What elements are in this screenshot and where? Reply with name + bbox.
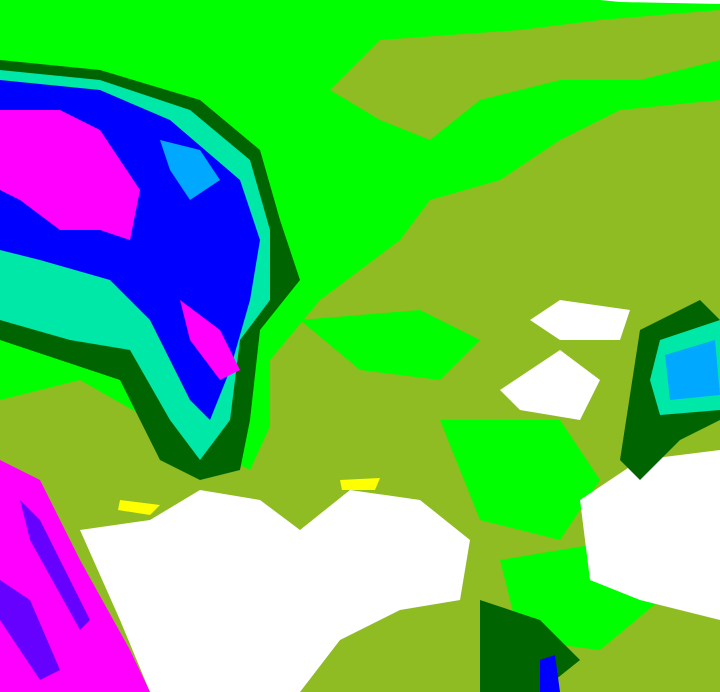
blue-southwest-streaks <box>0 500 90 680</box>
white-cloud-south <box>80 490 470 692</box>
sky-blue-patch <box>160 140 220 200</box>
white-cloud-east <box>500 300 720 620</box>
blue-southeast-spot <box>540 655 560 692</box>
yellow-fringe <box>118 478 380 515</box>
magenta-core <box>0 110 240 380</box>
top-edge-white <box>600 0 720 4</box>
sky-blue-east-patch <box>665 340 720 400</box>
green-patches-south <box>300 310 660 650</box>
